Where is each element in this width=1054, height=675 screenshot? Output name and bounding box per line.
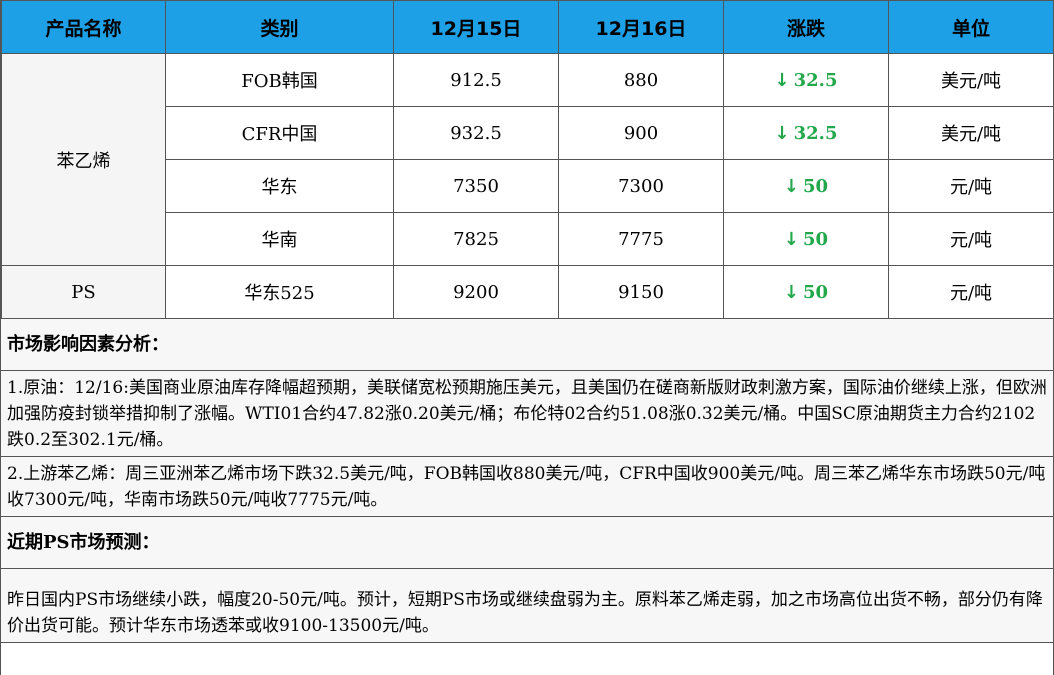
change-cell: ↓ 50 <box>723 159 889 213</box>
down-arrow-icon: ↓ <box>774 69 790 91</box>
change-value: 50 <box>803 228 829 250</box>
table-row: PS 华东525 9200 9150 ↓ 50 元/吨 <box>1 265 1054 319</box>
table-row: 苯乙烯 FOB韩国 912.5 880 ↓ 32.5 美元/吨 <box>1 53 1054 266</box>
category-cell: 华东 <box>165 159 394 213</box>
header-unit: 单位 <box>888 0 1054 54</box>
down-arrow-icon: ↓ <box>783 175 800 197</box>
table-header-row: 产品名称 类别 12月15日 12月16日 涨跌 单位 <box>1 0 1054 54</box>
change-cell: ↓ 32.5 <box>723 53 889 107</box>
category-cell: 华东525 <box>165 265 394 319</box>
table-row: 华南 7825 7775 ↓ 50 元/吨 <box>2 212 1054 266</box>
header-category: 类别 <box>165 0 394 54</box>
dec16-cell: 900 <box>558 106 724 160</box>
forecast-title: 近期PS市场预测： <box>1 517 1053 569</box>
down-arrow-icon: ↓ <box>783 281 800 303</box>
unit-cell: 美元/吨 <box>888 106 1054 160</box>
dec15-cell: 912.5 <box>393 53 559 107</box>
table-row: CFR中国 932.5 900 ↓ 32.5 美元/吨 <box>2 106 1054 160</box>
spacer <box>1 569 1053 583</box>
forecast-text: 昨日国内PS市场继续小跌，幅度20-50元/吨。预计，短期PS市场或继续盘弱为主… <box>1 583 1053 643</box>
category-cell: CFR中国 <box>165 106 394 160</box>
dec16-cell: 7775 <box>558 212 724 266</box>
analysis-item-styrene: 2.上游苯乙烯：周三亚洲苯乙烯市场下跌32.5美元/吨，FOB韩国收880美元/… <box>1 457 1053 517</box>
unit-cell: 美元/吨 <box>888 53 1054 107</box>
change-cell: ↓ 32.5 <box>723 106 889 160</box>
header-dec16: 12月16日 <box>558 0 724 54</box>
change-cell: ↓ 50 <box>723 212 889 266</box>
price-table: 产品名称 类别 12月15日 12月16日 涨跌 单位 苯乙烯 FOB韩国 91… <box>1 0 1054 319</box>
analysis-title: 市场影响因素分析： <box>1 319 1053 371</box>
dec15-cell: 9200 <box>393 265 559 319</box>
category-cell: 华南 <box>165 212 394 266</box>
category-cell: FOB韩国 <box>165 53 394 107</box>
table-row: 华东 7350 7300 ↓ 50 元/吨 <box>2 159 1054 213</box>
down-arrow-icon: ↓ <box>774 122 790 144</box>
header-change: 涨跌 <box>723 0 889 54</box>
dec16-cell: 880 <box>558 53 724 107</box>
dec16-cell: 9150 <box>558 265 724 319</box>
header-dec15: 12月15日 <box>393 0 559 54</box>
product-cell-styrene: 苯乙烯 <box>1 53 166 266</box>
dec16-cell: 7300 <box>558 159 724 213</box>
dec15-cell: 7350 <box>393 159 559 213</box>
change-value: 32.5 <box>793 122 838 144</box>
dec15-cell: 7825 <box>393 212 559 266</box>
change-cell: ↓ 50 <box>723 265 889 319</box>
change-value: 50 <box>803 281 829 303</box>
unit-cell: 元/吨 <box>888 159 1054 213</box>
unit-cell: 元/吨 <box>888 265 1054 319</box>
analysis-item-crude-oil: 1.原油：12/16:美国商业原油库存降幅超预期，美联储宽松预期施压美元，且美国… <box>1 371 1053 457</box>
change-value: 50 <box>803 175 829 197</box>
product-cell-ps: PS <box>1 265 166 319</box>
dec15-cell: 932.5 <box>393 106 559 160</box>
change-value: 32.5 <box>793 69 838 91</box>
down-arrow-icon: ↓ <box>783 228 800 250</box>
header-product: 产品名称 <box>1 0 166 54</box>
unit-cell: 元/吨 <box>888 212 1054 266</box>
